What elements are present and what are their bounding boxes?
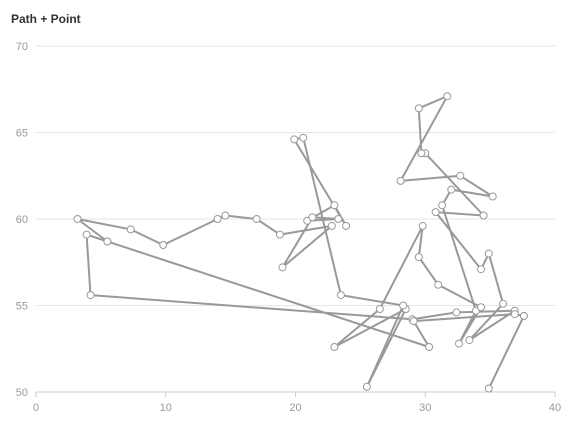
- data-point[interactable]: [438, 201, 447, 210]
- data-point[interactable]: [414, 104, 423, 113]
- data-point[interactable]: [396, 176, 405, 185]
- data-point[interactable]: [336, 291, 345, 300]
- data-point[interactable]: [213, 215, 222, 223]
- data-point[interactable]: [477, 265, 485, 274]
- data-point[interactable]: [456, 171, 465, 180]
- data-point[interactable]: [484, 249, 493, 258]
- x-tick-label: 30: [419, 402, 431, 414]
- data-point[interactable]: [409, 317, 418, 326]
- x-tick-label: 10: [160, 402, 172, 414]
- data-point[interactable]: [308, 213, 317, 222]
- data-point[interactable]: [465, 336, 474, 345]
- x-tick-label: 20: [289, 402, 301, 414]
- data-point[interactable]: [275, 230, 284, 239]
- axis-lines: [35, 391, 556, 397]
- data-point[interactable]: [342, 221, 351, 230]
- data-point[interactable]: [431, 208, 440, 217]
- chart-title: Path + Point: [11, 12, 81, 26]
- data-point[interactable]: [455, 339, 463, 348]
- data-point[interactable]: [418, 221, 427, 230]
- data-point[interactable]: [443, 92, 452, 101]
- y-tick-label: 50: [16, 387, 28, 399]
- data-point[interactable]: [330, 201, 339, 210]
- data-point[interactable]: [447, 185, 456, 194]
- data-point[interactable]: [375, 305, 384, 313]
- data-point[interactable]: [290, 135, 299, 144]
- x-tick-label: 0: [33, 402, 39, 414]
- data-point[interactable]: [252, 215, 261, 223]
- data-point[interactable]: [399, 301, 408, 310]
- series-points: [73, 92, 528, 393]
- grid-lines: [36, 45, 555, 306]
- data-point[interactable]: [484, 384, 493, 393]
- data-point[interactable]: [86, 291, 95, 300]
- x-tick-labels: 0 10 20 30 40: [33, 402, 561, 414]
- data-point[interactable]: [159, 241, 168, 249]
- data-point[interactable]: [362, 382, 371, 391]
- data-point[interactable]: [221, 211, 230, 220]
- data-point[interactable]: [452, 308, 461, 317]
- data-point[interactable]: [519, 311, 528, 320]
- y-tick-label: 55: [16, 301, 28, 313]
- y-tick-label: 60: [16, 214, 28, 226]
- data-point[interactable]: [327, 221, 336, 230]
- data-point[interactable]: [479, 211, 488, 220]
- data-point[interactable]: [499, 299, 508, 308]
- y-tick-label: 70: [16, 41, 28, 53]
- x-tick-label: 40: [549, 402, 561, 414]
- series-line: [76, 95, 525, 390]
- data-point[interactable]: [414, 253, 423, 262]
- series-path: [76, 95, 525, 390]
- data-point[interactable]: [425, 343, 434, 351]
- data-point[interactable]: [330, 343, 339, 351]
- data-point[interactable]: [103, 237, 112, 246]
- data-point[interactable]: [278, 263, 287, 272]
- data-point[interactable]: [434, 280, 443, 289]
- data-point[interactable]: [510, 310, 519, 319]
- data-point[interactable]: [334, 215, 343, 223]
- data-point[interactable]: [477, 303, 485, 312]
- data-point[interactable]: [299, 133, 308, 142]
- y-tick-label: 65: [16, 128, 28, 140]
- y-tick-labels: 50 55 60 65 70: [16, 41, 28, 399]
- data-point[interactable]: [488, 192, 497, 201]
- data-point[interactable]: [417, 149, 426, 158]
- data-point[interactable]: [73, 215, 82, 223]
- data-point[interactable]: [126, 225, 135, 234]
- data-point[interactable]: [82, 230, 91, 239]
